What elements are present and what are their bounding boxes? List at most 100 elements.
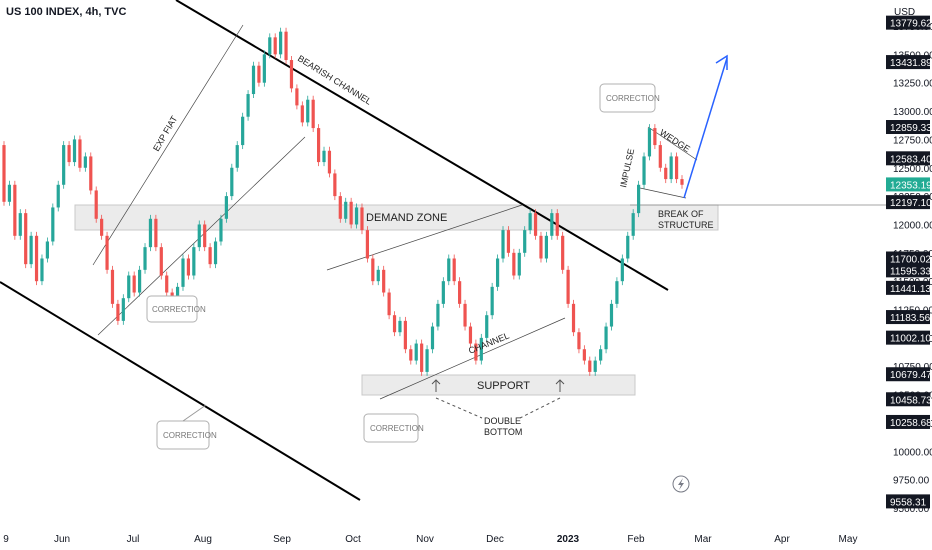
- candle-121: [658, 141, 662, 172]
- candle-7: [40, 254, 44, 286]
- annotation-wedge: WEDGE: [658, 127, 692, 154]
- candle-80: [436, 299, 440, 331]
- candle-92: [501, 226, 505, 263]
- svg-text:11441.13: 11441.13: [890, 284, 931, 295]
- candle-39: [213, 237, 218, 269]
- candle-111: [604, 322, 608, 354]
- candle-26: [143, 243, 147, 274]
- annotation-break-of: BREAK OF: [658, 209, 704, 219]
- price-tick-3: 13000.00: [893, 107, 932, 118]
- time-tick-6: Nov: [416, 534, 434, 545]
- price-tag-8: 11441.13: [886, 280, 931, 295]
- support-zone-box: [361, 374, 636, 396]
- support-zone-label: SUPPORT: [477, 380, 530, 392]
- candle-57: [311, 95, 315, 133]
- candle-28: [154, 214, 158, 252]
- candle-99: [539, 231, 543, 263]
- candle-118: [642, 152, 646, 189]
- time-tick-2: Jul: [127, 534, 140, 545]
- candle-58: [316, 124, 321, 167]
- time-tick-1: Jun: [54, 534, 70, 545]
- projection-arrow-line: [683, 57, 728, 199]
- candle-105: [571, 299, 576, 337]
- candle-46: [251, 61, 256, 99]
- double-bottom-arrows: [431, 379, 565, 419]
- candle-79: [430, 322, 435, 354]
- candle-71: [387, 288, 391, 320]
- time-axis[interactable]: 9 Jun Jul Aug Sep Oct Nov Dec 2023 Feb Mar Apr May: [3, 534, 857, 545]
- candle-4: [24, 209, 28, 269]
- candle-15: [83, 152, 87, 172]
- candle-84: [458, 277, 462, 308]
- candle-50: [273, 33, 277, 59]
- candle-24: [132, 271, 136, 297]
- candle-96: [523, 226, 527, 257]
- candle-49: [268, 33, 272, 59]
- svg-text:10258.68: 10258.68: [890, 418, 932, 429]
- candle-56: [306, 95, 310, 127]
- candles-group: [2, 27, 684, 376]
- candle-29: [159, 243, 163, 280]
- price-tick-4: 12750.00: [893, 135, 932, 146]
- annotation-impulse: IMPULSE: [618, 148, 636, 189]
- price-tag-13: 10258.68: [886, 414, 932, 429]
- svg-text:12859.33: 12859.33: [890, 123, 932, 134]
- svg-text:12353.19: 12353.19: [890, 180, 932, 191]
- candle-108: [588, 356, 592, 376]
- candle-78: [425, 345, 429, 376]
- price-tick-5: 12500.00: [893, 164, 932, 175]
- time-tick-7: Dec: [486, 534, 504, 545]
- candle-6: [34, 231, 39, 286]
- price-tag-4: 12353.19: [886, 177, 932, 192]
- channel-upper-line: [326, 204, 523, 271]
- candle-40: [219, 214, 223, 246]
- demand-zone-box: [74, 204, 719, 231]
- candle-116: [631, 209, 635, 240]
- price-tag-2: 12859.33: [886, 120, 932, 135]
- candle-60: [327, 146, 332, 178]
- candle-86: [468, 322, 473, 348]
- candle-34: [186, 254, 191, 280]
- bearish-channel-lower-line: [0, 281, 361, 501]
- price-axis[interactable]: USD 13750.0013500.0013250.0013000.001275…: [886, 7, 932, 515]
- candle-124: [674, 152, 679, 184]
- candle-67: [365, 226, 370, 263]
- candle-17: [94, 186, 98, 223]
- candle-23: [127, 271, 131, 303]
- candle-25: [138, 265, 142, 297]
- price-tag-14: 9558.31: [886, 494, 930, 509]
- candle-3: [18, 209, 22, 240]
- price-tag-7: 11595.33: [886, 263, 931, 278]
- candle-100: [544, 231, 548, 263]
- annotation-double: DOUBLE: [484, 416, 521, 426]
- time-tick-12: May: [839, 534, 858, 545]
- svg-text:9558.31: 9558.31: [890, 497, 927, 508]
- candle-37: [203, 220, 207, 252]
- time-tick-10: Mar: [694, 534, 712, 545]
- candle-43: [235, 141, 239, 172]
- exp-fiat-lower-line: [97, 136, 306, 336]
- candle-93: [506, 226, 511, 257]
- time-tick-9: Feb: [627, 534, 645, 545]
- price-tick-7: 12000.00: [893, 220, 932, 231]
- wedge-lower-line: [639, 187, 687, 199]
- candle-61: [333, 169, 337, 201]
- candle-73: [398, 316, 402, 337]
- chart-title: US 100 INDEX, 4h, TVC: [6, 6, 127, 18]
- candle-45: [246, 90, 250, 121]
- svg-text:CORRECTION: CORRECTION: [370, 424, 424, 433]
- time-tick-3: Aug: [194, 534, 212, 545]
- candle-125: [680, 175, 684, 189]
- lightning-icon[interactable]: [672, 475, 690, 493]
- svg-text:13779.62: 13779.62: [890, 19, 932, 30]
- correction-callout-2: CORRECTION: [156, 420, 217, 450]
- candle-5: [29, 231, 33, 269]
- candle-98: [533, 209, 538, 240]
- channel-lower-line: [379, 317, 566, 400]
- svg-text:13431.89: 13431.89: [890, 58, 932, 69]
- candle-16: [89, 152, 93, 195]
- candle-104: [566, 265, 570, 308]
- candle-123: [669, 152, 673, 184]
